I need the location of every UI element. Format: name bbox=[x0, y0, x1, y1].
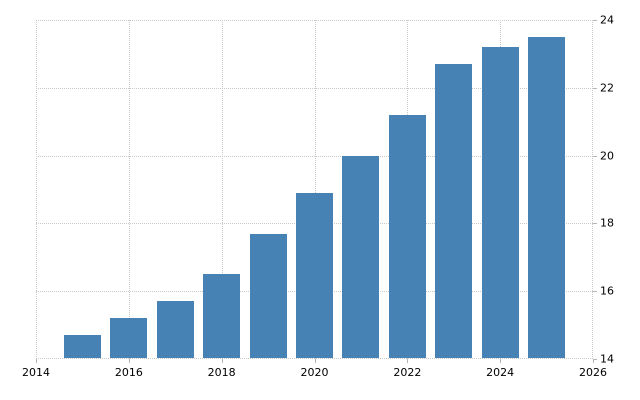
y-tick-14 bbox=[593, 359, 597, 360]
x-tick-2024 bbox=[500, 359, 501, 363]
x-tick-label-2024: 2024 bbox=[486, 366, 515, 379]
y-tick-label-24: 24 bbox=[600, 13, 614, 27]
bar-2017 bbox=[157, 301, 194, 358]
y-tick-label-22: 22 bbox=[600, 81, 614, 95]
bar-2021 bbox=[342, 155, 379, 358]
x-tick-label-2018: 2018 bbox=[207, 366, 236, 379]
bar-2020 bbox=[296, 192, 333, 358]
x-tick-2014 bbox=[36, 359, 37, 363]
y-tick-label-14: 14 bbox=[600, 352, 614, 366]
v-gridline-2020 bbox=[314, 20, 316, 359]
bar-2019 bbox=[250, 233, 287, 358]
bar-2023 bbox=[435, 64, 472, 358]
x-tick-label-2016: 2016 bbox=[114, 366, 143, 379]
bar-2025 bbox=[528, 36, 565, 358]
y-tick-label-16: 16 bbox=[600, 284, 614, 298]
v-gridline-2016 bbox=[128, 20, 130, 359]
y-tick-label-20: 20 bbox=[600, 149, 614, 163]
y-tick-label-18: 18 bbox=[600, 216, 614, 230]
x-tick-label-2014: 2014 bbox=[22, 366, 50, 379]
x-tick-label-2020: 2020 bbox=[300, 366, 329, 379]
x-tick-label-2026: 2026 bbox=[579, 366, 607, 379]
x-tick-2022 bbox=[407, 359, 408, 363]
bar-2022 bbox=[389, 114, 426, 358]
bar-2016 bbox=[110, 318, 147, 358]
y-tick-24 bbox=[593, 20, 597, 21]
y-tick-18 bbox=[593, 223, 597, 224]
x-tick-2020 bbox=[315, 359, 316, 363]
bar-2024 bbox=[482, 47, 519, 358]
x-tick-label-2022: 2022 bbox=[393, 366, 422, 379]
bar-2015 bbox=[64, 335, 101, 358]
y-tick-20 bbox=[593, 156, 597, 157]
x-tick-2016 bbox=[129, 359, 130, 363]
x-tick-2026 bbox=[593, 359, 594, 363]
bar-2018 bbox=[203, 274, 240, 358]
v-gridline-2018 bbox=[221, 20, 223, 359]
y-tick-22 bbox=[593, 88, 597, 89]
y-tick-16 bbox=[593, 291, 597, 292]
x-tick-2018 bbox=[222, 359, 223, 363]
